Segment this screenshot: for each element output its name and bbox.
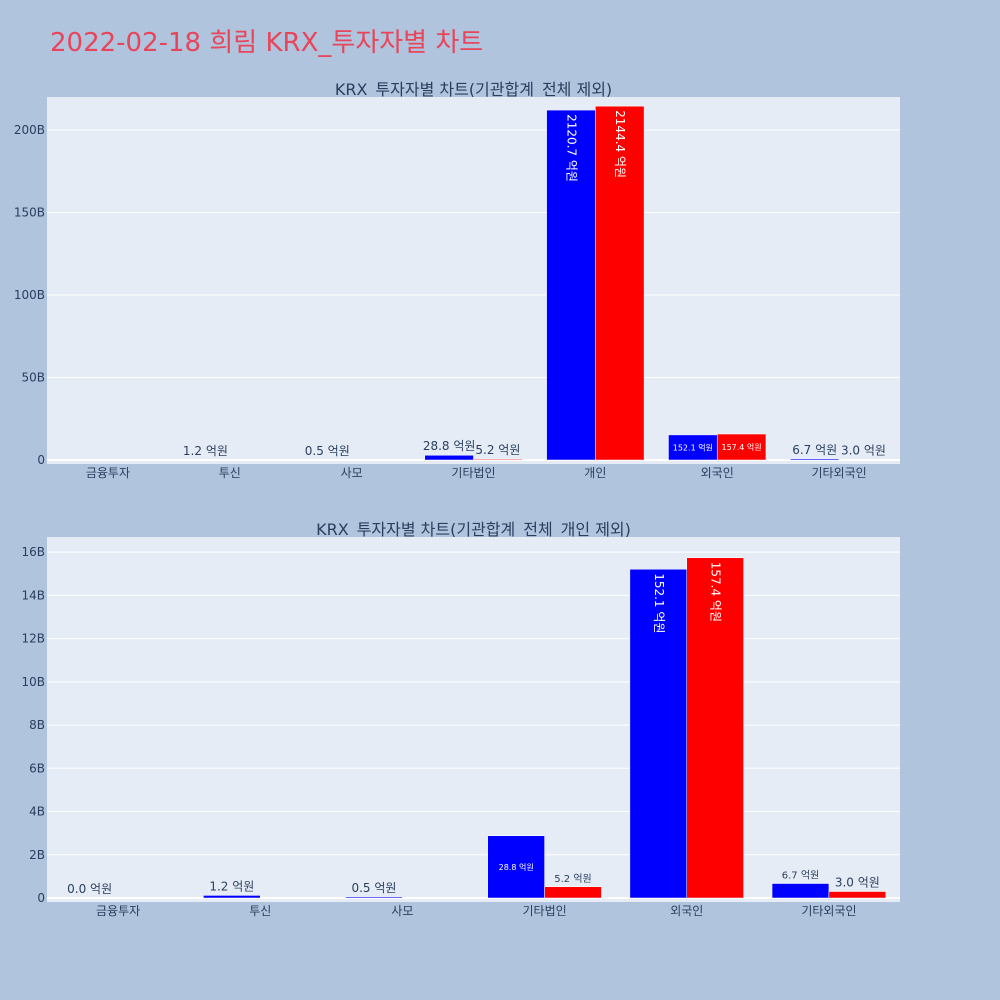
bar — [302, 459, 352, 461]
y-tick-label: 0 — [37, 891, 45, 905]
bar — [838, 459, 889, 461]
y-tick-label: 200B — [14, 123, 45, 137]
data-label: 0.5 억원 — [351, 881, 396, 895]
x-tick-label: 기타외국인 — [801, 904, 856, 918]
x-tick-label: 사모 — [341, 466, 363, 480]
y-tick-label: 150B — [14, 206, 45, 220]
x-tick-label: 투신 — [249, 904, 271, 918]
data-label: 0.5 억원 — [305, 444, 350, 458]
bar — [424, 454, 474, 461]
data-label: 6.7 억원 — [792, 443, 837, 457]
data-label: 6.7 억원 — [782, 870, 819, 882]
x-tick-label: 기타외국인 — [811, 466, 866, 480]
bar — [345, 896, 403, 899]
data-label: 2120.7 억원 — [564, 114, 578, 182]
chart-title: KRX_투자자별 차트(기관합계_전체_개인 제외) — [316, 520, 631, 540]
data-label: 1.2 억원 — [183, 444, 228, 458]
x-tick-label: 기타법인 — [451, 466, 495, 480]
bar — [487, 835, 545, 899]
y-tick-label: 0 — [37, 453, 45, 467]
y-tick-label: 16B — [21, 545, 45, 559]
y-tick-label: 6B — [29, 761, 45, 775]
x-tick-label: 금융투자 — [96, 904, 140, 918]
bar — [771, 883, 830, 899]
plot-area — [47, 537, 900, 902]
data-label: 28.8 억원 — [423, 439, 476, 453]
bar — [790, 458, 840, 461]
data-label: 157.4 억원 — [721, 442, 761, 452]
x-tick-label: 외국인 — [670, 904, 703, 918]
data-label: 2144.4 억원 — [613, 110, 627, 178]
x-tick-label: 투신 — [219, 466, 241, 480]
y-tick-label: 14B — [21, 588, 45, 602]
plot-area — [47, 97, 900, 464]
page-title: 2022-02-18 희림 KRX_투자자별 차트 — [50, 28, 484, 58]
bar — [668, 434, 718, 461]
bar — [629, 568, 688, 899]
data-label: 1.2 억원 — [209, 879, 254, 893]
x-tick-label: 사모 — [391, 904, 413, 918]
bar — [180, 459, 231, 461]
data-label: 28.8 억원 — [499, 862, 534, 872]
data-label: 3.0 억원 — [841, 444, 886, 458]
chart-title: KRX_투자자별 차트(기관합계_전체 제외) — [335, 80, 612, 100]
bar — [203, 895, 261, 899]
bar — [544, 886, 602, 899]
y-tick-label: 12B — [21, 632, 45, 646]
x-tick-label: 외국인 — [701, 466, 734, 480]
data-label: 152.1 억원 — [652, 573, 666, 633]
data-label: 157.4 억원 — [709, 562, 723, 622]
bar — [716, 433, 767, 461]
bar — [595, 105, 645, 461]
y-tick-label: 8B — [29, 718, 45, 732]
y-tick-label: 100B — [14, 288, 45, 302]
data-label: 5.2 억원 — [475, 443, 520, 457]
y-tick-label: 10B — [21, 675, 45, 689]
bar — [473, 458, 523, 461]
bar — [686, 557, 744, 899]
x-tick-label: 개인 — [584, 466, 606, 480]
x-tick-label: 기타법인 — [522, 904, 566, 918]
x-tick-label: 금융투자 — [86, 466, 130, 480]
chart-top: KRX_투자자별 차트(기관합계_전체 제외) 0 50B 100B 150B 200B 금… — [14, 80, 900, 480]
bar — [546, 109, 596, 461]
data-label: 5.2 억원 — [554, 873, 591, 885]
data-label: 3.0 억원 — [835, 876, 880, 890]
bar — [828, 891, 887, 899]
chart-bottom: KRX_투자자별 차트(기관합계_전체_개인 제외) 0 2B 4B 6B 8B 10B 12… — [21, 520, 900, 918]
bar — [60, 897, 119, 899]
data-label: 152.1 억원 — [673, 442, 713, 452]
y-tick-label: 4B — [29, 805, 45, 819]
data-label: 0.0 억원 — [67, 882, 112, 896]
y-tick-label: 50B — [21, 371, 45, 385]
y-tick-label: 2B — [29, 848, 45, 862]
